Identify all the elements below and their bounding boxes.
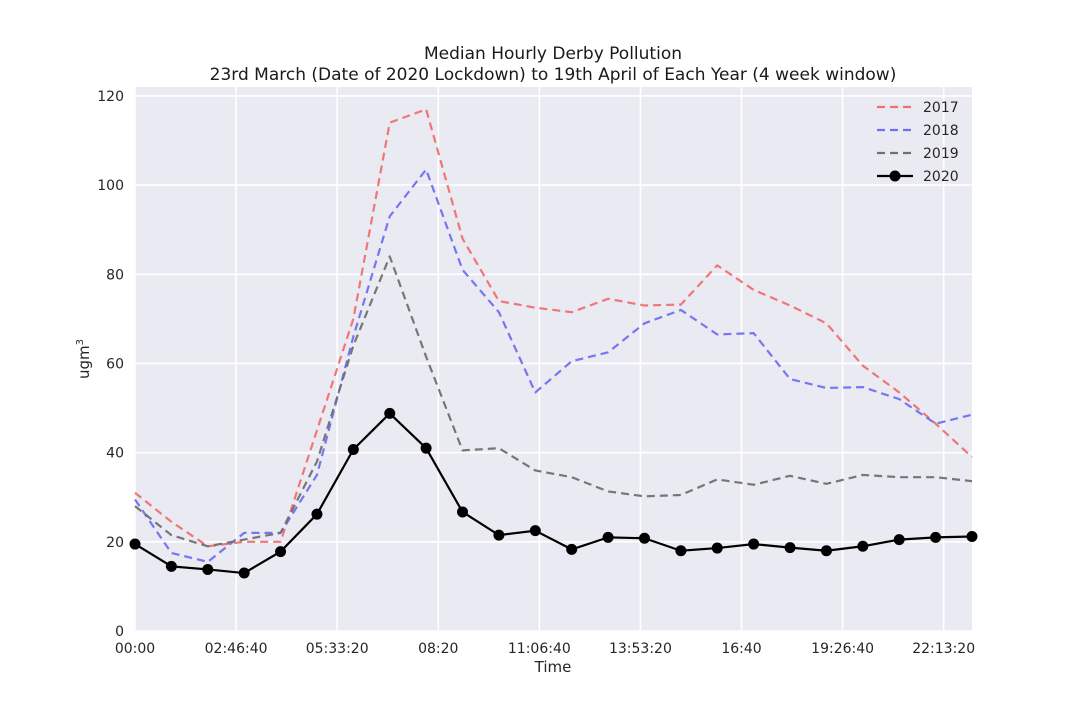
series-2018 [134, 168, 973, 563]
x-tick-label: 02:46:40 [205, 641, 268, 657]
y-tick-label: 20 [106, 535, 124, 551]
legend-label: 2020 [923, 169, 959, 185]
y-tick-label: 60 [106, 356, 124, 372]
data-point-2020 [202, 563, 214, 575]
y-axis-label-superscript: 3 [75, 339, 86, 345]
series-line-2018 [134, 168, 973, 563]
series-2017 [134, 108, 973, 548]
data-point-2020 [857, 540, 869, 552]
data-point-2020 [930, 531, 942, 543]
x-tick-label: 19:26:40 [811, 641, 874, 657]
series-line-2019 [134, 255, 973, 548]
data-point-2020 [384, 407, 396, 419]
gridlines [134, 87, 972, 632]
x-tick-label: 05:33:20 [306, 641, 369, 657]
legend-label: 2017 [923, 100, 959, 116]
x-tick-label: 16:40 [721, 641, 761, 657]
y-tick-label: 120 [97, 89, 124, 105]
x-tick-label: 08:20 [418, 641, 458, 657]
y-tick-label: 40 [106, 446, 124, 462]
x-axis-label: Time [534, 658, 572, 676]
x-axis-ticks: 00:00 02:46:40 05:33:20 08:20 11:06:40 13:53:… [115, 641, 975, 657]
data-point-2020 [820, 545, 832, 557]
data-point-2020 [602, 531, 614, 543]
data-point-2020 [566, 543, 578, 555]
series-line-2020 [134, 412, 973, 575]
data-point-2020 [748, 538, 760, 550]
series-2020 [129, 407, 978, 579]
y-axis-label: ugm3 [75, 339, 93, 379]
legend-item-2020: 2020 [877, 169, 959, 185]
y-tick-label: 100 [97, 178, 124, 194]
data-point-2020 [347, 444, 359, 456]
data-point-2020 [275, 546, 287, 558]
data-point-2020 [893, 534, 905, 546]
series-layer [129, 108, 978, 579]
legend-item-2019: 2019 [877, 146, 959, 162]
x-tick-label: 00:00 [115, 641, 155, 657]
data-point-2020 [675, 545, 687, 557]
data-point-2020 [238, 567, 250, 579]
data-point-2020 [420, 442, 432, 454]
data-point-2020 [165, 560, 177, 572]
legend-item-2017: 2017 [877, 100, 959, 116]
y-tick-label: 0 [115, 624, 124, 640]
x-tick-label: 13:53:20 [609, 641, 672, 657]
legend: 2017 2018 2019 2020 [877, 100, 959, 185]
y-axis-label-unit: ugm [75, 345, 93, 379]
data-point-2020 [311, 508, 323, 520]
legend-label: 2018 [923, 123, 959, 139]
series-line-2017 [134, 108, 973, 548]
data-point-2020 [529, 525, 541, 537]
legend-label: 2019 [923, 146, 959, 162]
legend-item-2018: 2018 [877, 123, 959, 139]
data-point-2020 [966, 530, 978, 542]
x-tick-label: 22:13:20 [912, 641, 975, 657]
y-axis-ticks: 0 20 40 60 80 100 120 [97, 89, 124, 640]
data-point-2020 [129, 538, 141, 550]
chart-subtitle: 23rd March (Date of 2020 Lockdown) to 19… [210, 65, 897, 85]
chart-title: Median Hourly Derby Pollution [424, 44, 682, 64]
y-tick-label: 80 [106, 267, 124, 283]
legend-marker [889, 170, 901, 182]
data-point-2020 [457, 506, 469, 518]
x-tick-label: 11:06:40 [508, 641, 571, 657]
data-point-2020 [711, 542, 723, 554]
series-2019 [134, 255, 973, 548]
data-point-2020 [638, 532, 650, 544]
data-point-2020 [784, 542, 796, 554]
data-point-2020 [493, 529, 505, 541]
plot-area [135, 87, 972, 631]
